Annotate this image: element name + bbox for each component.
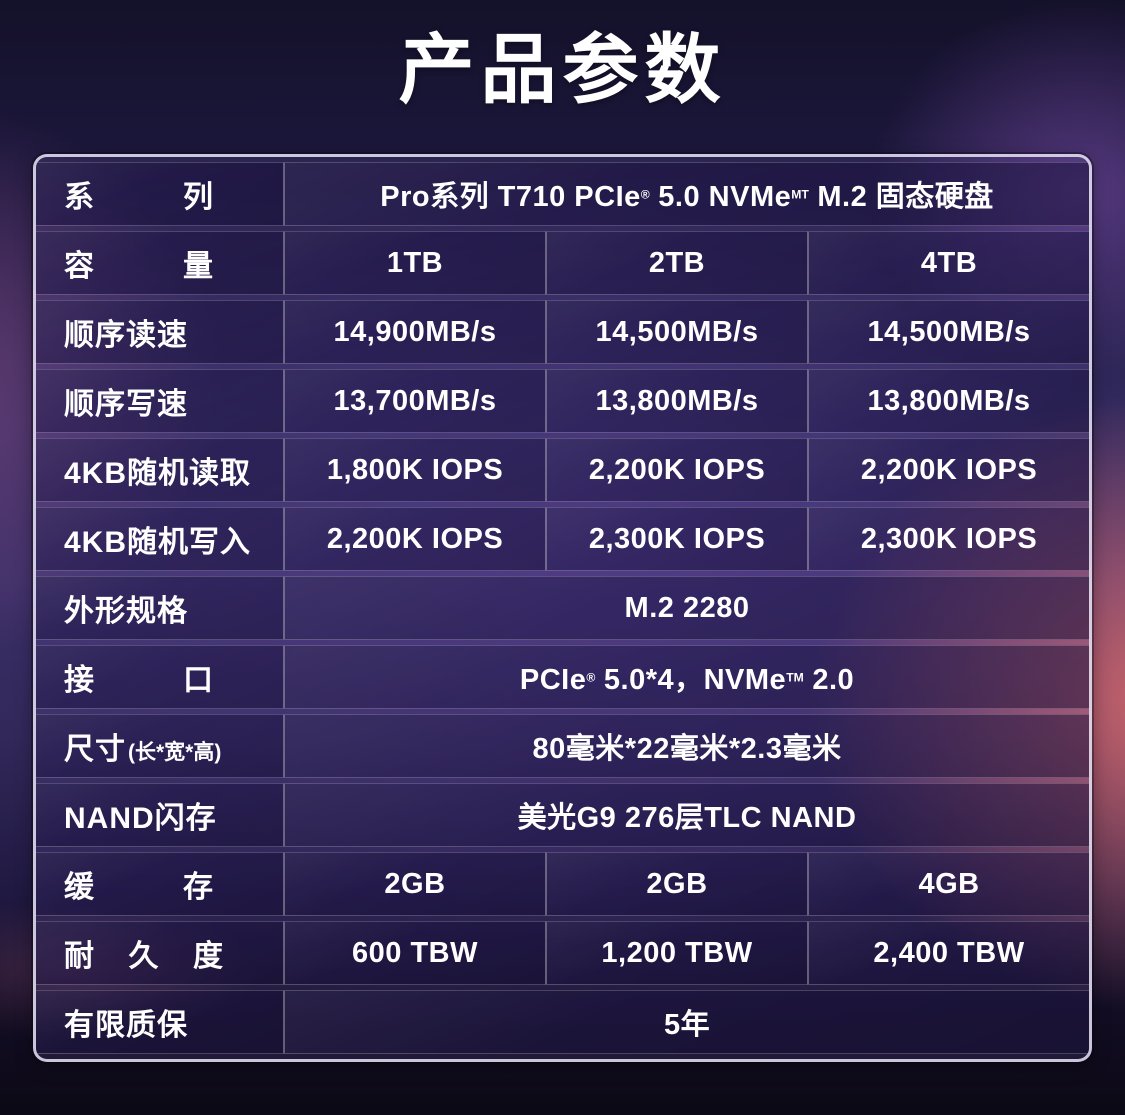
spec-label-text: 缓存 xyxy=(64,871,214,904)
spec-label-form-factor: 外形规格 xyxy=(36,576,283,640)
table-row-dimensions: 尺寸(长*宽*高) 80毫米*22毫米*2.3毫米 xyxy=(36,714,1089,778)
spec-label-nand: NAND闪存 xyxy=(36,783,283,847)
spec-label-dimensions: 尺寸(长*宽*高) xyxy=(36,714,283,778)
spec-label-endurance: 耐久度 xyxy=(36,921,283,985)
table-row-cache: 缓存 2GB 2GB 4GB xyxy=(36,852,1089,916)
spec-value-cache-4tb: 4GB xyxy=(807,852,1089,916)
spec-label-random-write: 4KB随机写入 xyxy=(36,507,283,571)
spec-value-capacity-2tb: 2TB xyxy=(545,231,807,295)
trademark-mark: MT xyxy=(791,187,809,202)
table-row-interface: 接口 PCIe® 5.0*4，NVMeTM 2.0 xyxy=(36,645,1089,709)
table-row-random-read: 4KB随机读取 1,800K IOPS 2,200K IOPS 2,200K I… xyxy=(36,438,1089,502)
spec-value-warranty: 5年 xyxy=(283,990,1089,1054)
spec-value-random-write-4tb: 2,300K IOPS xyxy=(807,507,1089,571)
spec-value-series: Pro系列 T710 PCIe® 5.0 NVMeMT M.2 固态硬盘 xyxy=(283,162,1089,226)
table-row-series: 系列 Pro系列 T710 PCIe® 5.0 NVMeMT M.2 固态硬盘 xyxy=(36,162,1089,226)
interface-text: 5.0*4，NVMe xyxy=(595,664,787,696)
spec-value-form-factor: M.2 2280 xyxy=(283,576,1089,640)
series-text: Pro系列 T710 PCIe xyxy=(380,181,641,213)
spec-value-seq-write-1tb: 13,700MB/s xyxy=(283,369,545,433)
spec-value-seq-read-1tb: 14,900MB/s xyxy=(283,300,545,364)
spec-value-endurance-1tb: 600 TBW xyxy=(283,921,545,985)
spec-value-endurance-4tb: 2,400 TBW xyxy=(807,921,1089,985)
table-row-nand: NAND闪存 美光G9 276层TLC NAND xyxy=(36,783,1089,847)
spec-value-seq-write-4tb: 13,800MB/s xyxy=(807,369,1089,433)
spec-label-subtext: (长*宽*高) xyxy=(128,741,222,764)
spec-label-text: 尺寸 xyxy=(64,733,126,766)
series-text: M.2 固态硬盘 xyxy=(808,181,994,213)
spec-label-text: 容量 xyxy=(64,250,214,283)
table-row-capacity: 容量 1TB 2TB 4TB xyxy=(36,231,1089,295)
table-row-random-write: 4KB随机写入 2,200K IOPS 2,300K IOPS 2,300K I… xyxy=(36,507,1089,571)
spec-value-cache-1tb: 2GB xyxy=(283,852,545,916)
spec-value-nand: 美光G9 276层TLC NAND xyxy=(283,783,1089,847)
spec-value-capacity-1tb: 1TB xyxy=(283,231,545,295)
spec-table: 系列 Pro系列 T710 PCIe® 5.0 NVMeMT M.2 固态硬盘 … xyxy=(36,157,1089,1059)
trademark-mark: TM xyxy=(786,670,804,685)
spec-value-interface: PCIe® 5.0*4，NVMeTM 2.0 xyxy=(283,645,1089,709)
table-row-endurance: 耐久度 600 TBW 1,200 TBW 2,400 TBW xyxy=(36,921,1089,985)
spec-value-seq-write-2tb: 13,800MB/s xyxy=(545,369,807,433)
spec-label-capacity: 容量 xyxy=(36,231,283,295)
spec-label-interface: 接口 xyxy=(36,645,283,709)
spec-label-series: 系列 xyxy=(36,162,283,226)
spec-value-random-read-4tb: 2,200K IOPS xyxy=(807,438,1089,502)
spec-value-random-read-1tb: 1,800K IOPS xyxy=(283,438,545,502)
spec-label-warranty: 有限质保 xyxy=(36,990,283,1054)
spec-label-random-read: 4KB随机读取 xyxy=(36,438,283,502)
spec-label-cache: 缓存 xyxy=(36,852,283,916)
interface-text: 2.0 xyxy=(803,664,855,696)
spec-value-random-read-2tb: 2,200K IOPS xyxy=(545,438,807,502)
spec-label-text: 接口 xyxy=(64,664,214,697)
table-row-seq-write: 顺序写速 13,700MB/s 13,800MB/s 13,800MB/s xyxy=(36,369,1089,433)
spec-value-random-write-2tb: 2,300K IOPS xyxy=(545,507,807,571)
series-text: 5.0 NVMe xyxy=(649,181,792,213)
spec-value-seq-read-4tb: 14,500MB/s xyxy=(807,300,1089,364)
spec-value-random-write-1tb: 2,200K IOPS xyxy=(283,507,545,571)
spec-label-text: 耐久度 xyxy=(64,940,224,973)
registered-mark: ® xyxy=(586,670,596,685)
spec-label-seq-read: 顺序读速 xyxy=(36,300,283,364)
spec-label-seq-write: 顺序写速 xyxy=(36,369,283,433)
table-row-form-factor: 外形规格 M.2 2280 xyxy=(36,576,1089,640)
table-row-warranty: 有限质保 5年 xyxy=(36,990,1089,1054)
spec-table-card: 系列 Pro系列 T710 PCIe® 5.0 NVMeMT M.2 固态硬盘 … xyxy=(33,154,1092,1062)
spec-value-endurance-2tb: 1,200 TBW xyxy=(545,921,807,985)
table-row-seq-read: 顺序读速 14,900MB/s 14,500MB/s 14,500MB/s xyxy=(36,300,1089,364)
interface-text: PCIe xyxy=(519,664,587,696)
spec-value-capacity-4tb: 4TB xyxy=(807,231,1089,295)
spec-value-cache-2tb: 2GB xyxy=(545,852,807,916)
spec-value-dimensions: 80毫米*22毫米*2.3毫米 xyxy=(283,714,1089,778)
spec-value-seq-read-2tb: 14,500MB/s xyxy=(545,300,807,364)
spec-label-text: 系列 xyxy=(64,181,214,214)
page-title: 产品参数 xyxy=(398,28,727,113)
registered-mark: ® xyxy=(640,187,650,202)
